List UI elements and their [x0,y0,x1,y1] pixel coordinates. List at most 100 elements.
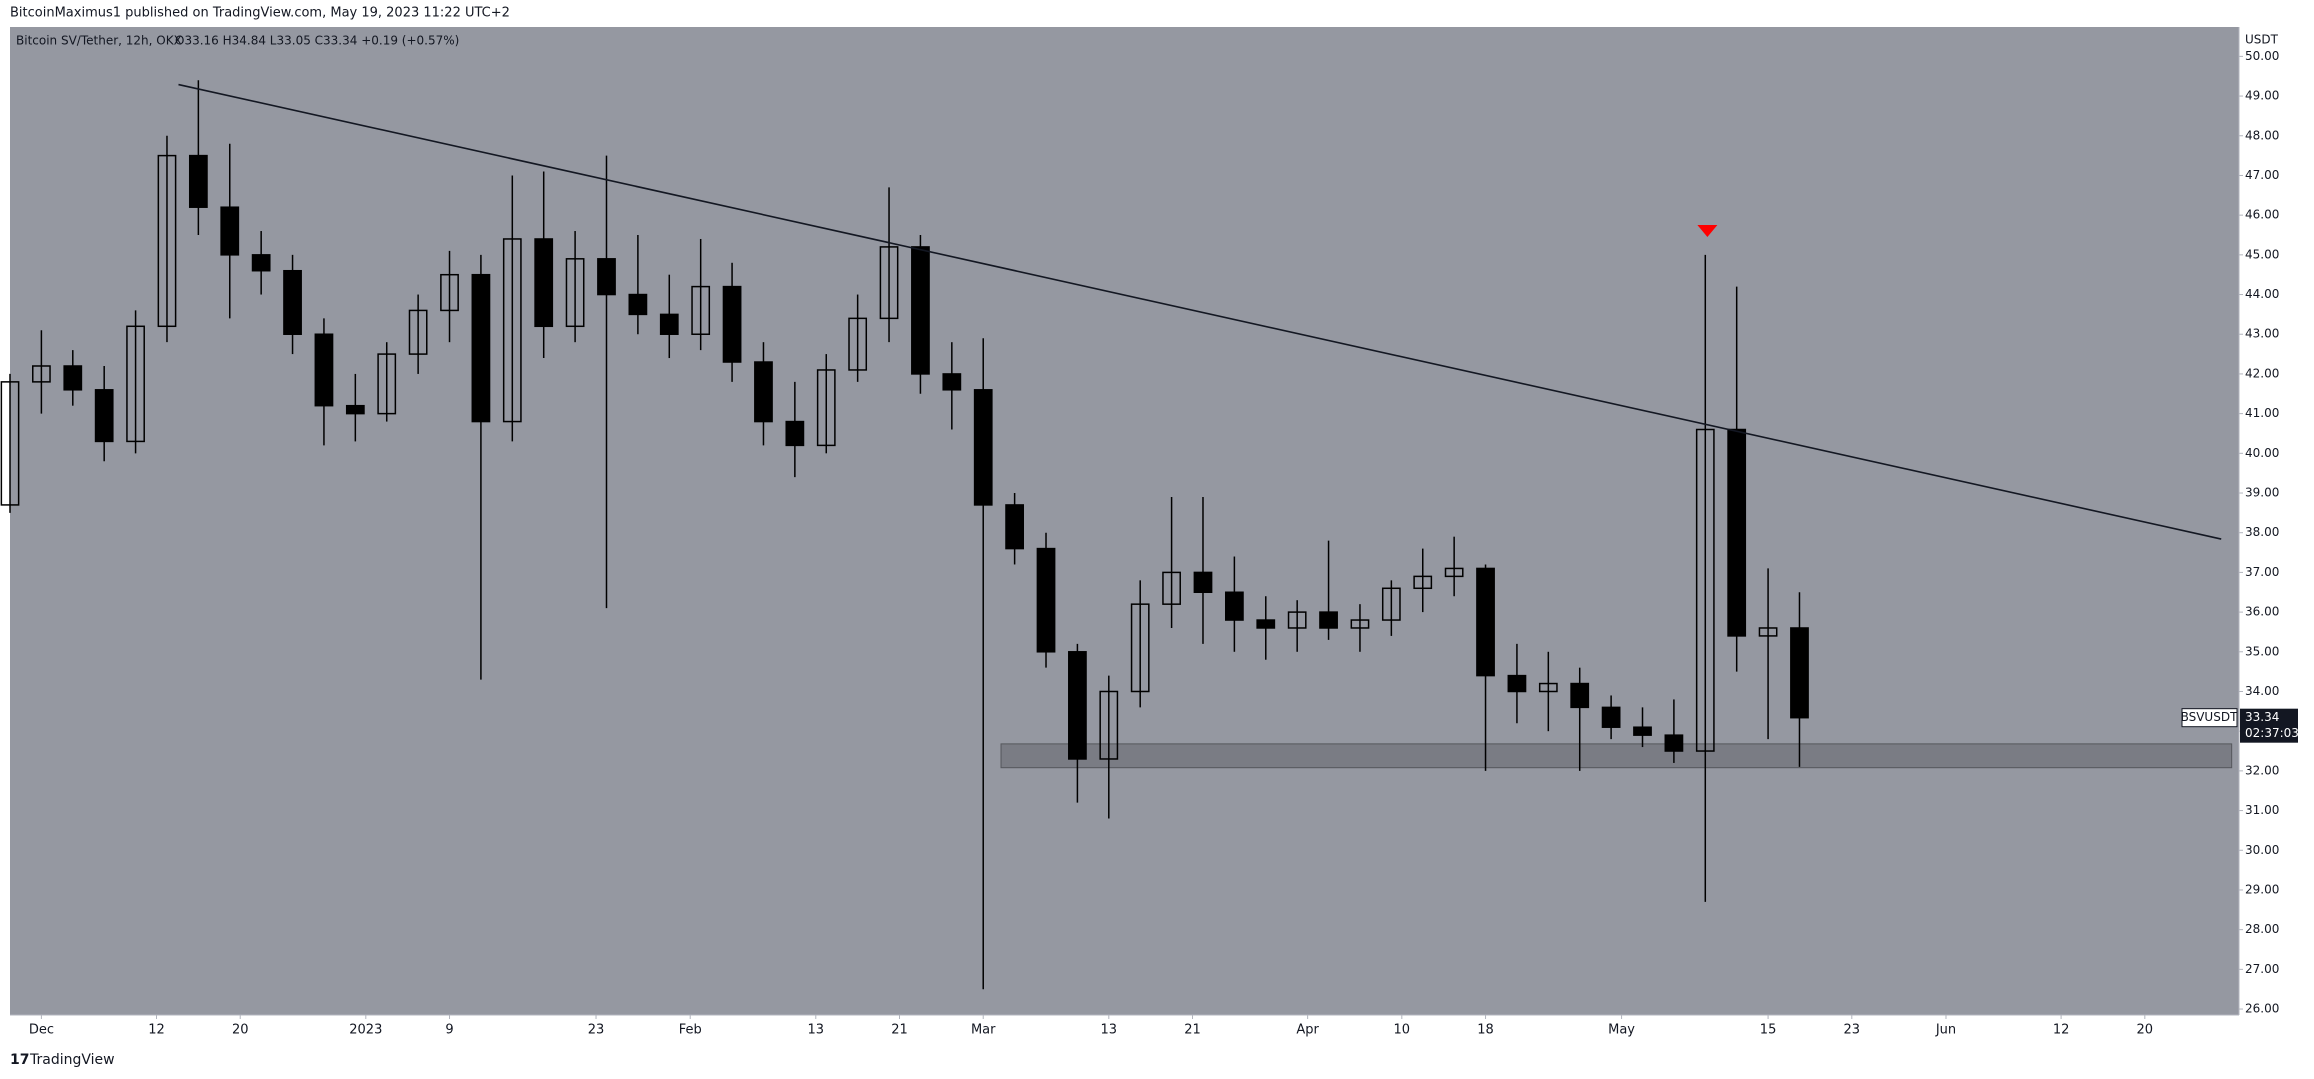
candle-body [848,317,868,371]
brand-logo: 17 [10,1052,29,1068]
y-tick-label: 45.00 [2245,247,2279,261]
candle-body [785,420,805,447]
candle-body [1507,674,1527,693]
publisher-note: BitcoinMaximus1 published on TradingView… [10,6,510,21]
candle-body [251,254,271,272]
x-tick-label: 20 [2137,1023,2154,1038]
candle-body [1727,428,1747,637]
y-tick-label: 38.00 [2245,525,2279,539]
symbol-label-box [2181,708,2238,728]
candle-body [1633,726,1652,736]
chart-legend-title: Bitcoin SV/Tether, 12h, OKX [16,34,182,48]
x-tick-label: 18 [1477,1023,1494,1038]
candle-body [1664,734,1684,752]
y-tick-label: 44.00 [2245,287,2279,301]
y-tick-label: 36.00 [2245,605,2279,619]
candle-body [628,293,648,316]
x-tick-label: 23 [1844,1023,1861,1038]
x-tick-label: Apr [1296,1023,1319,1038]
candle-body [911,246,930,375]
rejection-marker [1697,225,1718,238]
candle-body [377,353,397,415]
y-tick-label: 30.00 [2245,843,2279,857]
candle-body [1036,547,1056,653]
candle-body [1538,682,1558,693]
x-tick-label: Mar [971,1023,996,1038]
candle-body [94,389,114,443]
candle-body [1381,587,1401,621]
candle-body [1444,567,1464,578]
candle-body [314,333,334,407]
candle-body [597,258,616,296]
candle-body [1570,682,1590,709]
x-tick-label: 15 [1760,1023,1777,1038]
candle-body [1476,567,1495,677]
candle-body [157,154,177,328]
x-tick-label: 20 [232,1023,249,1038]
x-tick-label: 21 [1184,1023,1201,1038]
chart-legend-ohlc: O33.16 H34.84 L33.05 C33.34 +0.19 (+0.57… [175,34,459,48]
last-price: 33.34 [2245,710,2279,724]
y-tick-label: 40.00 [2245,446,2279,460]
candle-body [1193,571,1213,594]
candle-body [0,381,20,506]
y-tick-label: 28.00 [2245,922,2279,936]
y-tick-label: 27.00 [2245,962,2279,976]
x-tick-label: 2023 [349,1023,382,1038]
candle-body [1601,706,1621,728]
candle-body [1758,627,1778,637]
candle-body [345,404,365,415]
candle-body [440,273,459,312]
symbol-label: BSVUSDT [2181,710,2238,724]
y-tick-label: 42.00 [2245,366,2279,380]
x-tick-label: 23 [588,1023,605,1038]
y-tick-label: 49.00 [2245,89,2279,103]
plot-area [10,27,2239,1015]
candle-body [565,258,585,328]
candle-body [126,325,145,443]
candle-body [32,365,51,383]
candle-body [1162,571,1181,605]
x-tick-label: May [1608,1023,1635,1038]
y-tick-label: 37.00 [2245,565,2279,579]
x-tick-label: 9 [445,1023,453,1038]
candle-body [1695,428,1715,752]
y-tick-label: 50.00 [2245,49,2279,63]
candle-body [1068,651,1087,760]
candle-body [816,369,836,447]
candle-body [1287,611,1307,629]
candle-body [408,309,428,355]
y-tick-label: 47.00 [2245,168,2279,182]
candle-body [722,285,742,363]
x-tick-label: Dec [29,1023,54,1038]
candle-body [879,246,899,320]
y-tick-label: 41.00 [2245,406,2279,420]
y-tick-label: 32.00 [2245,763,2279,777]
x-tick-label: Jun [1935,1023,1956,1038]
candle-body [1319,611,1338,629]
candle-body [283,269,302,335]
y-tick-label: 34.00 [2245,684,2279,698]
support-zone [1000,743,2233,769]
candle-body [754,361,773,423]
x-tick-label: 21 [891,1023,908,1038]
brand: TradingView [29,1052,115,1068]
x-tick-label: 10 [1394,1023,1411,1038]
candle-body [471,273,491,423]
candle-body [63,365,83,391]
x-tick-label: Feb [679,1023,702,1038]
x-tick-label: 13 [808,1023,825,1038]
last-price-box [2240,708,2298,743]
candle-body [188,154,208,208]
y-tick-label: 48.00 [2245,128,2279,142]
y-unit: USDT [2245,33,2279,47]
candle-body [1130,603,1150,693]
y-tick-label: 39.00 [2245,486,2279,500]
candle-body [1413,575,1433,590]
countdown: 02:37:03 [2245,726,2299,740]
candle-body [1224,591,1244,621]
trendline [178,83,2222,540]
y-tick-label: 35.00 [2245,644,2279,658]
